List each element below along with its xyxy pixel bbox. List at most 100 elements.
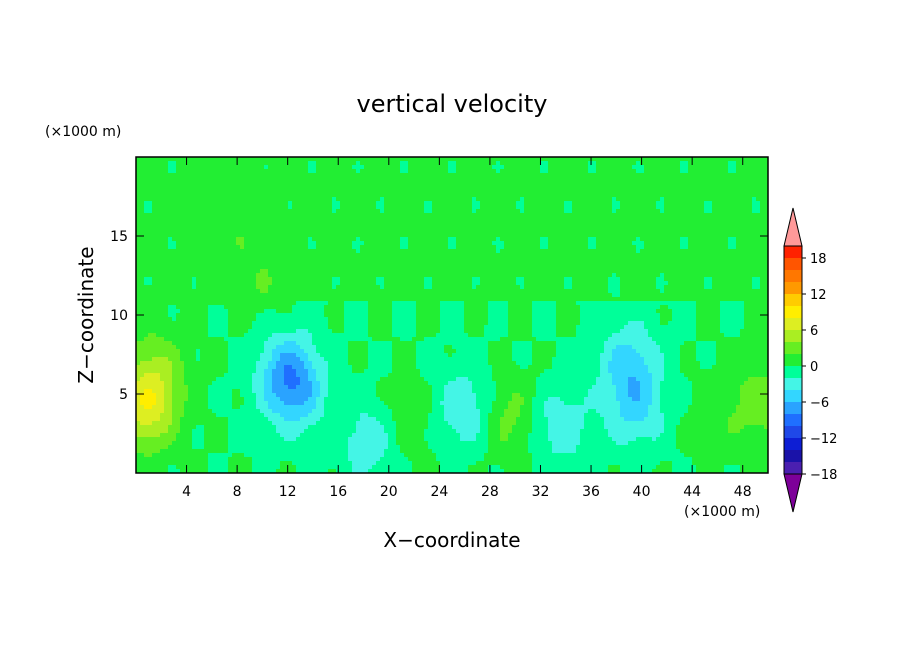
field-cell (332, 221, 336, 225)
field-cell (272, 269, 276, 273)
field-cell (664, 197, 668, 201)
field-cell (528, 241, 532, 245)
field-cell (224, 209, 228, 213)
field-cell (376, 281, 380, 285)
field-cell (740, 225, 744, 229)
field-cell (276, 241, 280, 245)
field-cell (396, 233, 400, 237)
field-cell (412, 181, 416, 185)
field-cell (604, 249, 608, 253)
field-cell (624, 201, 628, 205)
field-cell (308, 225, 312, 229)
field-cell (684, 193, 688, 197)
field-cell (148, 265, 152, 269)
field-cell (248, 233, 252, 237)
field-cell (344, 273, 348, 277)
field-cell (668, 225, 672, 229)
field-cell (640, 221, 644, 225)
field-cell (568, 161, 572, 165)
field-cell (420, 185, 424, 189)
field-cell (328, 261, 332, 265)
field-cell (156, 229, 160, 233)
field-cell (548, 261, 552, 265)
field-cell (512, 237, 516, 241)
field-cell (612, 261, 616, 265)
field-cell (400, 181, 404, 185)
field-cell (656, 225, 660, 229)
field-cell (532, 181, 536, 185)
field-cell (428, 213, 432, 217)
field-cell (584, 205, 588, 209)
field-cell (520, 169, 524, 173)
field-cell (140, 221, 144, 225)
field-cell (632, 209, 636, 213)
field-cell (640, 233, 644, 237)
field-cell (696, 169, 700, 173)
field-cell (152, 241, 156, 245)
field-cell (192, 185, 196, 189)
field-cell (368, 157, 372, 161)
field-cell (516, 277, 520, 281)
field-cell (416, 257, 420, 261)
field-cell (252, 237, 256, 241)
field-cell (340, 217, 344, 221)
field-cell (312, 189, 316, 193)
field-cell (548, 209, 552, 213)
field-cell (744, 161, 748, 165)
field-cell (420, 189, 424, 193)
field-cell (332, 241, 336, 245)
field-cell (580, 221, 584, 225)
field-cell (144, 157, 148, 161)
field-cell (620, 225, 624, 229)
field-cell (540, 213, 544, 217)
field-cell (692, 237, 696, 241)
field-cell (296, 281, 300, 285)
field-cell (256, 265, 260, 269)
field-cell (668, 237, 672, 241)
field-cell (540, 185, 544, 189)
field-cell (448, 273, 452, 277)
field-cell (584, 189, 588, 193)
field-cell (388, 265, 392, 269)
field-cell (192, 165, 196, 169)
field-cell (316, 253, 320, 257)
field-cell (512, 181, 516, 185)
field-cell (184, 233, 188, 237)
field-cell (244, 229, 248, 233)
field-cell (188, 205, 192, 209)
field-cell (452, 261, 456, 265)
field-cell (604, 265, 608, 269)
field-cell (468, 229, 472, 233)
field-cell (300, 273, 304, 277)
field-cell (260, 261, 264, 265)
field-cell (428, 257, 432, 261)
field-cell (492, 261, 496, 265)
field-cell (168, 257, 172, 261)
field-cell (728, 253, 732, 257)
field-cell (540, 241, 544, 245)
field-cell (212, 217, 216, 221)
field-cell (652, 225, 656, 229)
field-cell (284, 221, 288, 225)
field-cell (656, 233, 660, 237)
field-cell (372, 241, 376, 245)
field-cell (728, 261, 732, 265)
field-cell (524, 229, 528, 233)
field-cell (268, 225, 272, 229)
field-cell (492, 241, 496, 245)
field-cell (716, 237, 720, 241)
field-cell (228, 209, 232, 213)
field-cell (532, 269, 536, 273)
field-cell (312, 169, 316, 173)
field-cell (764, 213, 768, 217)
field-cell (236, 257, 240, 261)
field-cell (596, 233, 600, 237)
field-cell (744, 201, 748, 205)
field-cell (180, 249, 184, 253)
field-cell (356, 241, 360, 245)
field-cell (716, 269, 720, 273)
field-cell (396, 257, 400, 261)
field-cell (696, 193, 700, 197)
field-cell (676, 241, 680, 245)
field-cell (708, 273, 712, 277)
